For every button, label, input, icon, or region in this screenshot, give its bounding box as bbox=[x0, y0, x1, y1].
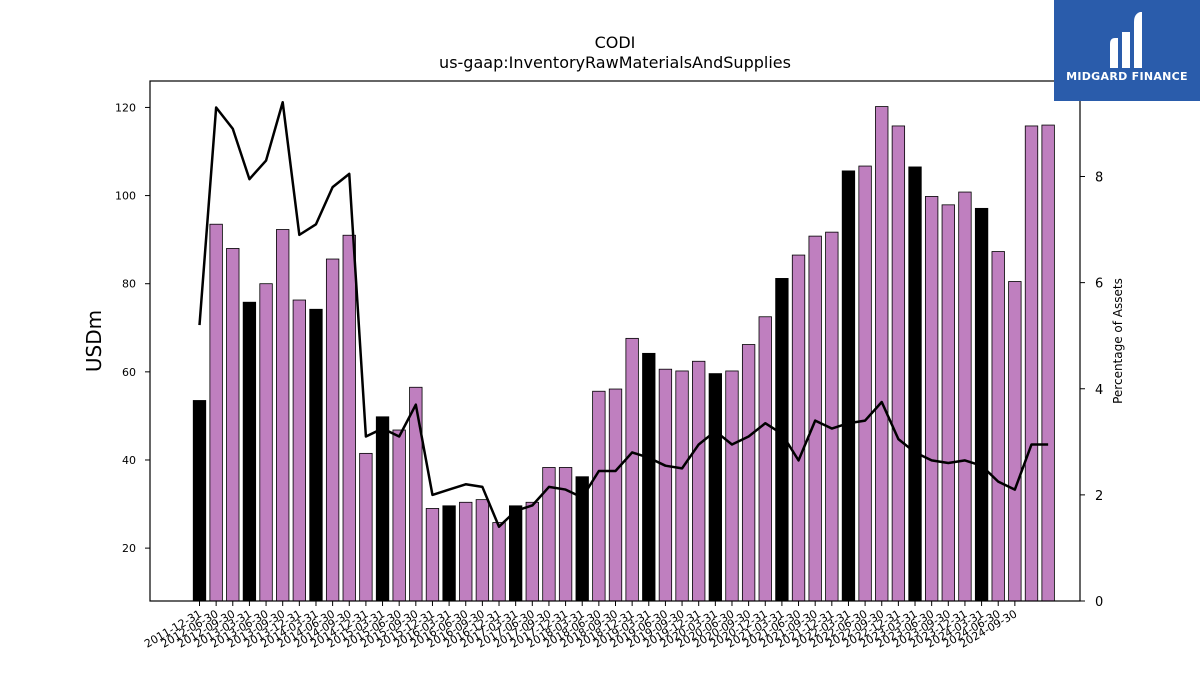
bar-2024-09-30 bbox=[1041, 124, 1055, 602]
bar-2021-12-31 bbox=[858, 165, 872, 602]
y2-tick-label: 2 bbox=[1095, 489, 1103, 504]
y-tick-label: 120 bbox=[115, 101, 136, 114]
bar-2019-09-30 bbox=[708, 373, 722, 602]
bar-2015-06-30 bbox=[425, 508, 440, 602]
y-tick-label: 80 bbox=[122, 278, 136, 291]
bar-2021-03-31 bbox=[808, 235, 822, 602]
bar-2023-09-30 bbox=[974, 207, 989, 602]
bar-2016-09-30 bbox=[509, 505, 523, 602]
bars bbox=[192, 106, 1055, 602]
bar-2014-09-30 bbox=[375, 416, 390, 602]
bar-2015-12-31 bbox=[459, 501, 473, 602]
chart-subtitle: us-gaap:InventoryRawMaterialsAndSupplies bbox=[439, 53, 791, 72]
bar-2023-12-31 bbox=[991, 251, 1005, 602]
bar-2015-03-31 bbox=[409, 386, 423, 602]
y-tick-label: 40 bbox=[122, 454, 136, 467]
bar-2012-09-30 bbox=[242, 301, 257, 602]
bar-2019-12-31 bbox=[725, 370, 739, 602]
bar-2024-03-31 bbox=[1008, 281, 1022, 602]
y2-tick-label: 8 bbox=[1095, 171, 1103, 186]
bar-2017-06-30 bbox=[558, 467, 573, 602]
bar-2016-06-30 bbox=[492, 522, 506, 602]
bar-2013-06-30 bbox=[292, 299, 306, 602]
logo-icon bbox=[1110, 12, 1142, 68]
y2-tick-label: 6 bbox=[1095, 277, 1103, 292]
bar-2020-12-31 bbox=[791, 254, 806, 602]
x-axis: 2011-12-312012-06-302012-09-302013-03-31… bbox=[142, 601, 1019, 651]
chart-title: CODI bbox=[595, 33, 636, 52]
bar-2014-12-31 bbox=[392, 429, 406, 602]
bar-2012-06-30 bbox=[226, 248, 240, 602]
bar-2019-06-30 bbox=[692, 360, 706, 602]
bar-2013-12-31 bbox=[325, 258, 340, 602]
bar-2023-06-30 bbox=[958, 191, 972, 602]
y-tick-label: 20 bbox=[122, 542, 136, 555]
bar-2022-06-30 bbox=[891, 125, 906, 602]
bar-2024-06-30 bbox=[1024, 125, 1039, 602]
bar-2020-03-31 bbox=[741, 344, 756, 602]
bar-2011-12-31 bbox=[192, 400, 207, 602]
bar-2014-06-30 bbox=[359, 452, 373, 602]
bar-2022-09-30 bbox=[908, 166, 922, 602]
y2-axis-label: Percentage of Assets bbox=[1111, 278, 1125, 404]
bar-2018-12-31 bbox=[658, 368, 673, 602]
bar-2022-12-31 bbox=[925, 196, 939, 602]
bar-2021-09-30 bbox=[841, 170, 856, 602]
bar-2023-03-31 bbox=[941, 204, 955, 602]
bar-2022-03-31 bbox=[875, 106, 889, 602]
y-axis-label: USDm bbox=[82, 310, 106, 372]
bar-2016-12-31 bbox=[525, 501, 539, 602]
bar-2012-12-31 bbox=[259, 283, 273, 602]
y2-tick-label: 4 bbox=[1095, 383, 1103, 398]
bar-2012-03-31 bbox=[209, 223, 223, 602]
bar-2018-06-30 bbox=[625, 337, 639, 602]
bar-2013-03-31 bbox=[276, 229, 290, 602]
logo-text: MIDGARD FINANCE bbox=[1066, 70, 1188, 83]
bar-2018-03-31 bbox=[608, 388, 623, 602]
percentage-line bbox=[198, 100, 1049, 528]
y-axis-left: 20 40 60 80 100 120 bbox=[115, 101, 150, 555]
bar-2016-03-31 bbox=[475, 499, 490, 602]
bar-2017-12-31 bbox=[592, 390, 606, 602]
y-tick-label: 100 bbox=[115, 190, 136, 203]
y-axis-right: 0 2 4 6 8 bbox=[1080, 171, 1103, 610]
bar-2014-03-31 bbox=[342, 234, 356, 602]
bar-2018-09-30 bbox=[642, 352, 656, 602]
y-tick-label: 60 bbox=[122, 366, 136, 379]
bar-2021-06-30 bbox=[825, 231, 839, 602]
bar-2020-06-30 bbox=[758, 316, 772, 602]
brand-logo: MIDGARD FINANCE bbox=[1054, 0, 1200, 101]
bar-2013-09-30 bbox=[309, 308, 323, 602]
bar-2019-03-31 bbox=[675, 370, 689, 602]
bar-2015-09-30 bbox=[442, 505, 456, 602]
y2-tick-label: 0 bbox=[1095, 595, 1103, 610]
